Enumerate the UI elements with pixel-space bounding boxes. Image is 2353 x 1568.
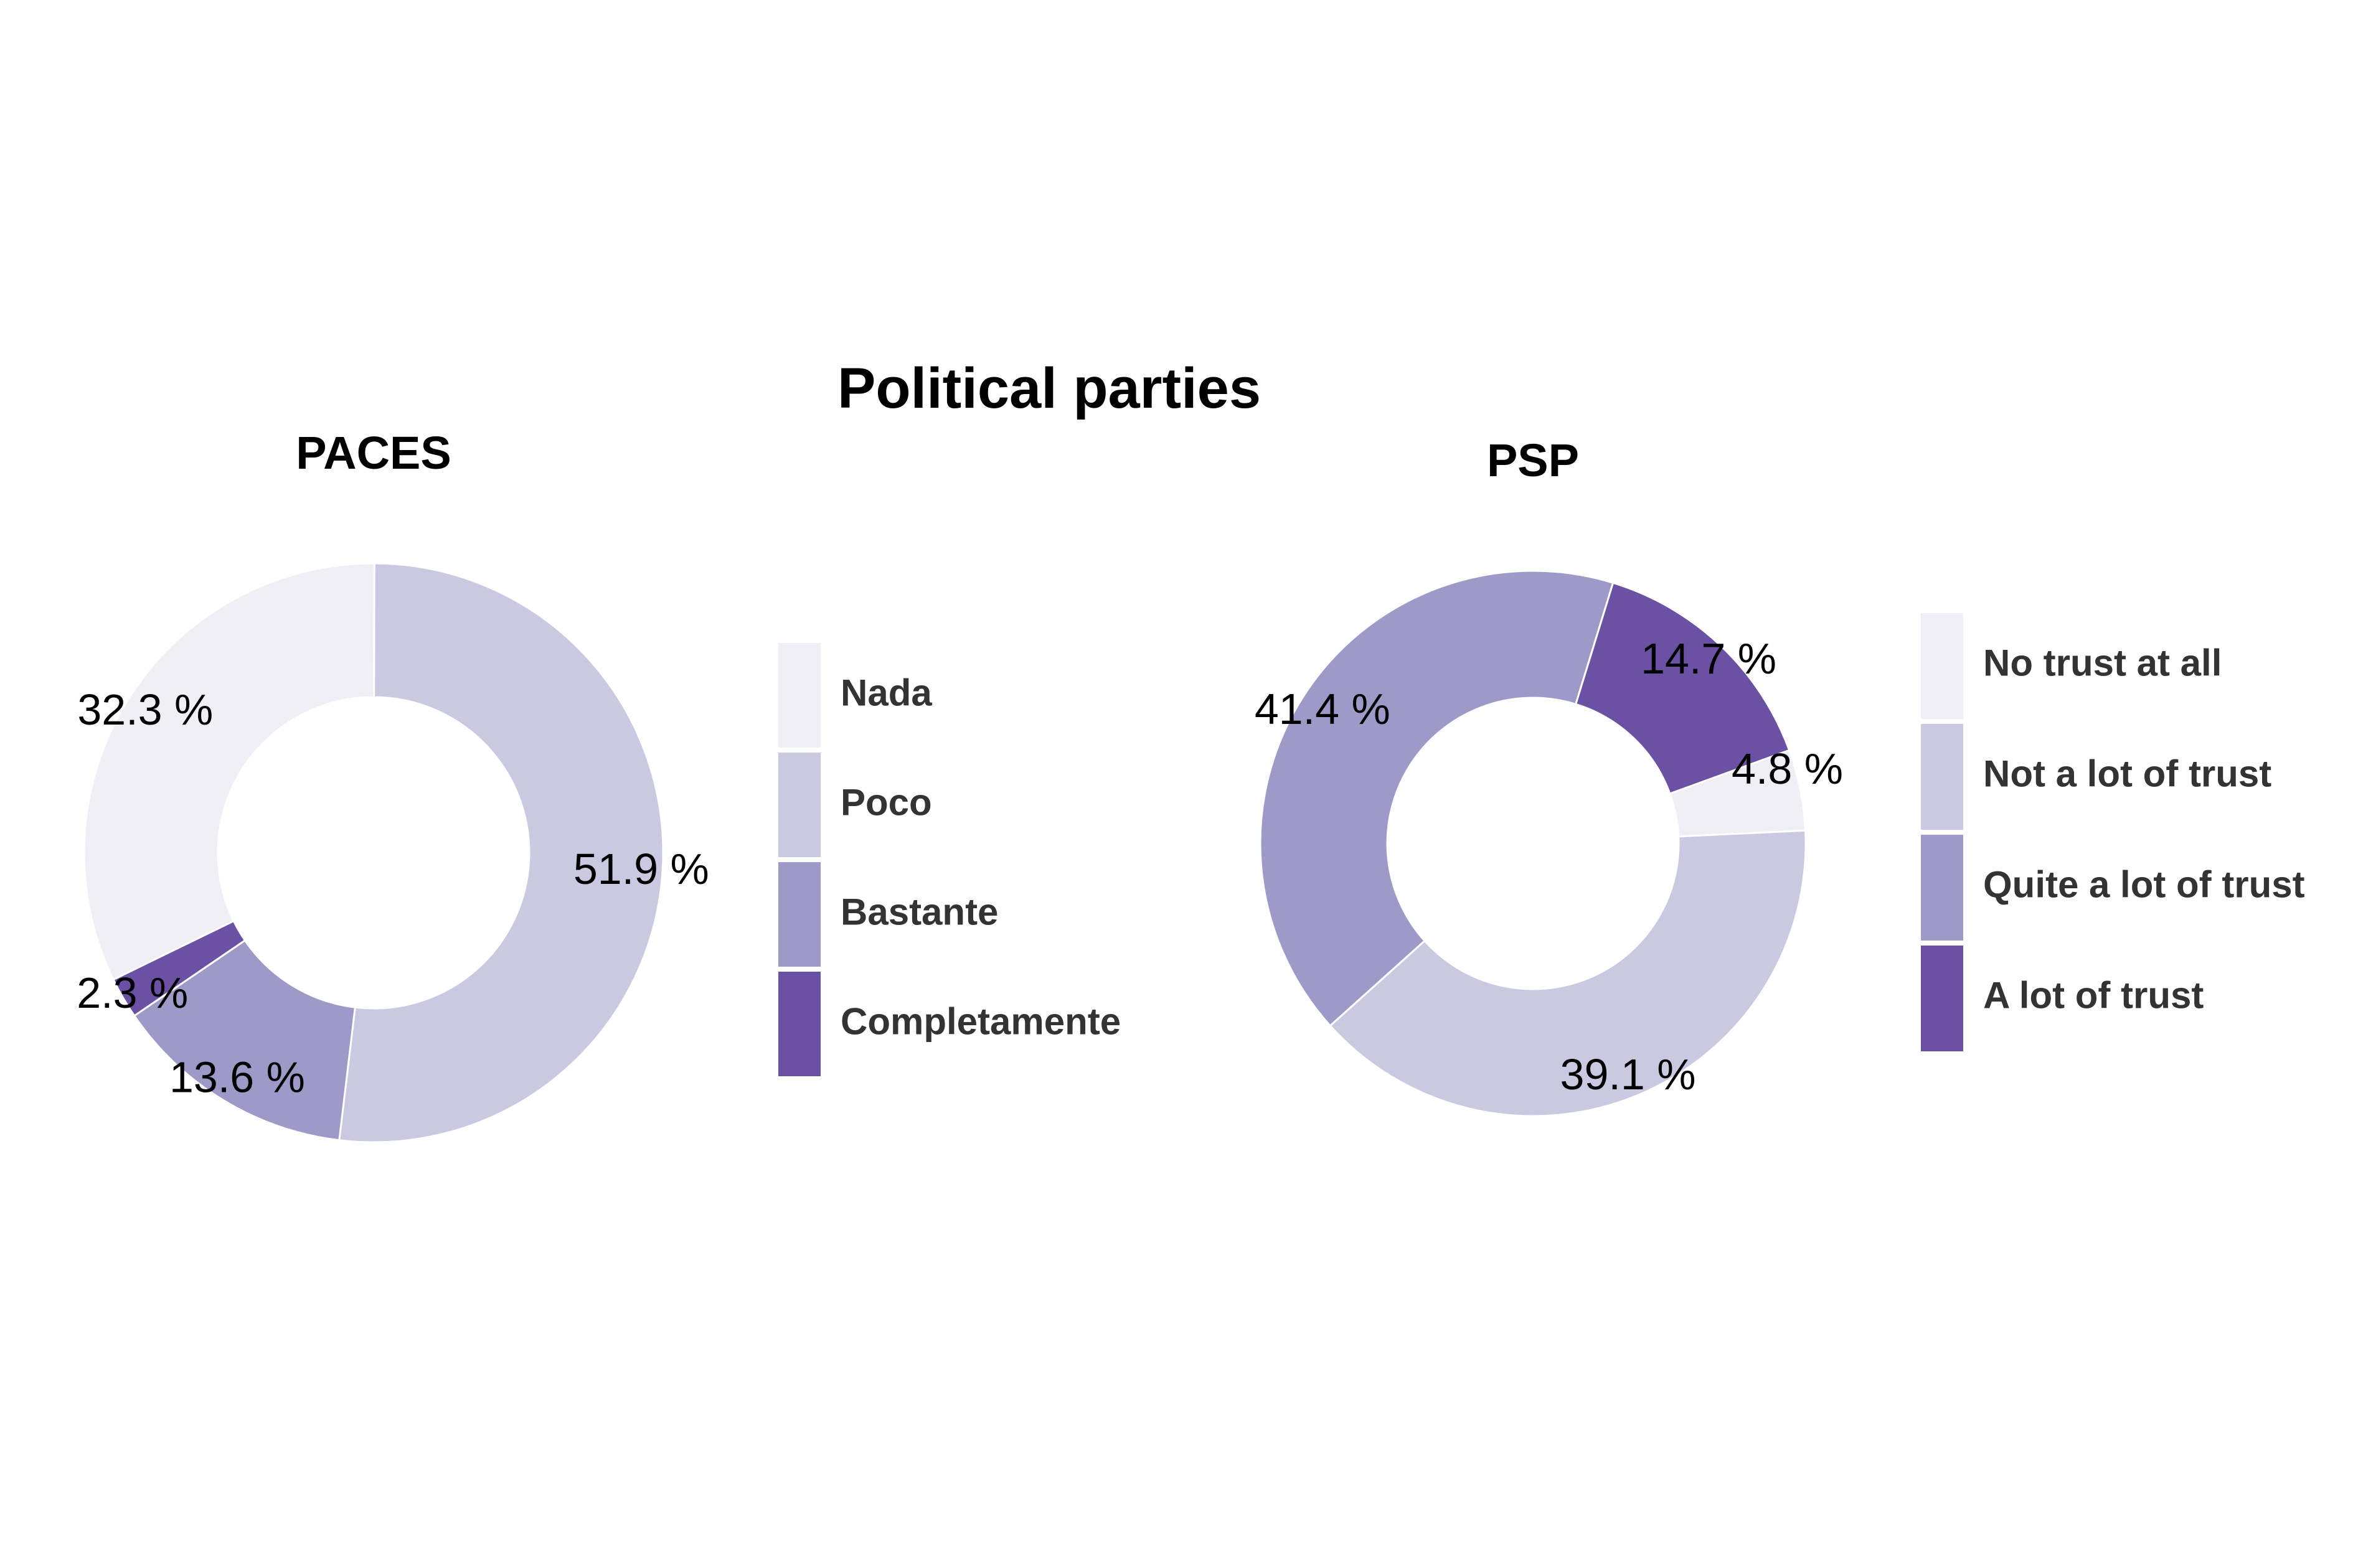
slice-label-quite-a-lot-of-trust: 41.4 % [1255, 685, 1390, 733]
donut-slices-psp [1259, 570, 1807, 1117]
legend-swatch-nada [778, 643, 821, 748]
slice-bastante [133, 939, 356, 1142]
legend-swatch-poco [778, 753, 821, 857]
legend-swatch-bastante [778, 862, 821, 967]
legend-swatch-a-lot-of-trust [1921, 946, 1963, 1051]
legend-swatch-not-a-lot-of-trust [1921, 724, 1963, 830]
donut-slices-paces [83, 562, 664, 1143]
slice-label-not-a-lot-of-trust: 39.1 % [1560, 1050, 1696, 1099]
legend-swatch-quite-a-lot-of-trust [1921, 835, 1963, 941]
slice-poco [338, 562, 664, 1143]
slice-label-poco: 51.9 % [573, 845, 709, 893]
legend-label-not-a-lot-of-trust: Not a lot of trust [1983, 753, 2271, 795]
legend-label-nada: Nada [841, 672, 932, 714]
legend-paces: Nada Poco Bastante Completamente [778, 643, 1121, 1076]
panel-title-psp: PSP [1487, 434, 1579, 486]
panel-title-paces: PACES [296, 427, 451, 479]
donut-panel-paces: PACES 32.3 % 51.9 % 13.6 % 2.3 % Nada Poco Ba… [77, 427, 1121, 1143]
slice-label-no-trust-at-all: 4.8 % [1732, 744, 1843, 793]
legend-label-no-trust-at-all: No trust at all [1983, 642, 2222, 684]
legend-label-bastante: Bastante [841, 891, 998, 933]
slice-not-a-lot-of-trust [1329, 829, 1807, 1117]
legend-label-completamente: Completamente [841, 1001, 1121, 1043]
slice-labels-paces: 32.3 % 51.9 % 13.6 % 2.3 % [77, 685, 709, 1102]
slice-label-a-lot-of-trust: 14.7 % [1641, 634, 1776, 683]
slice-completamente [112, 919, 247, 1017]
slice-nada [83, 562, 375, 981]
legend-swatch-no-trust-at-all [1921, 613, 1963, 719]
legend-label-quite-a-lot-of-trust: Quite a lot of trust [1983, 864, 2305, 906]
slice-quite-a-lot-of-trust [1259, 570, 1615, 1027]
slice-label-nada: 32.3 % [77, 685, 213, 734]
legend-psp: No trust at all Not a lot of trust Quite a… [1921, 613, 2305, 1051]
slice-labels-psp: 4.8 % 39.1 % 41.4 % 14.7 % [1255, 634, 1843, 1099]
donut-panel-psp: PSP 4.8 % 39.1 % 41.4 % 14.7 % No trust at … [1255, 434, 2305, 1117]
chart-title: Political parties [837, 357, 1261, 420]
slice-label-completamente: 2.3 % [77, 969, 188, 1017]
slice-label-bastante: 13.6 % [169, 1053, 305, 1102]
legend-label-a-lot-of-trust: A lot of trust [1983, 975, 2204, 1016]
slice-a-lot-of-trust [1574, 581, 1791, 795]
legend-swatch-completamente [778, 972, 821, 1076]
legend-label-poco: Poco [841, 782, 932, 824]
